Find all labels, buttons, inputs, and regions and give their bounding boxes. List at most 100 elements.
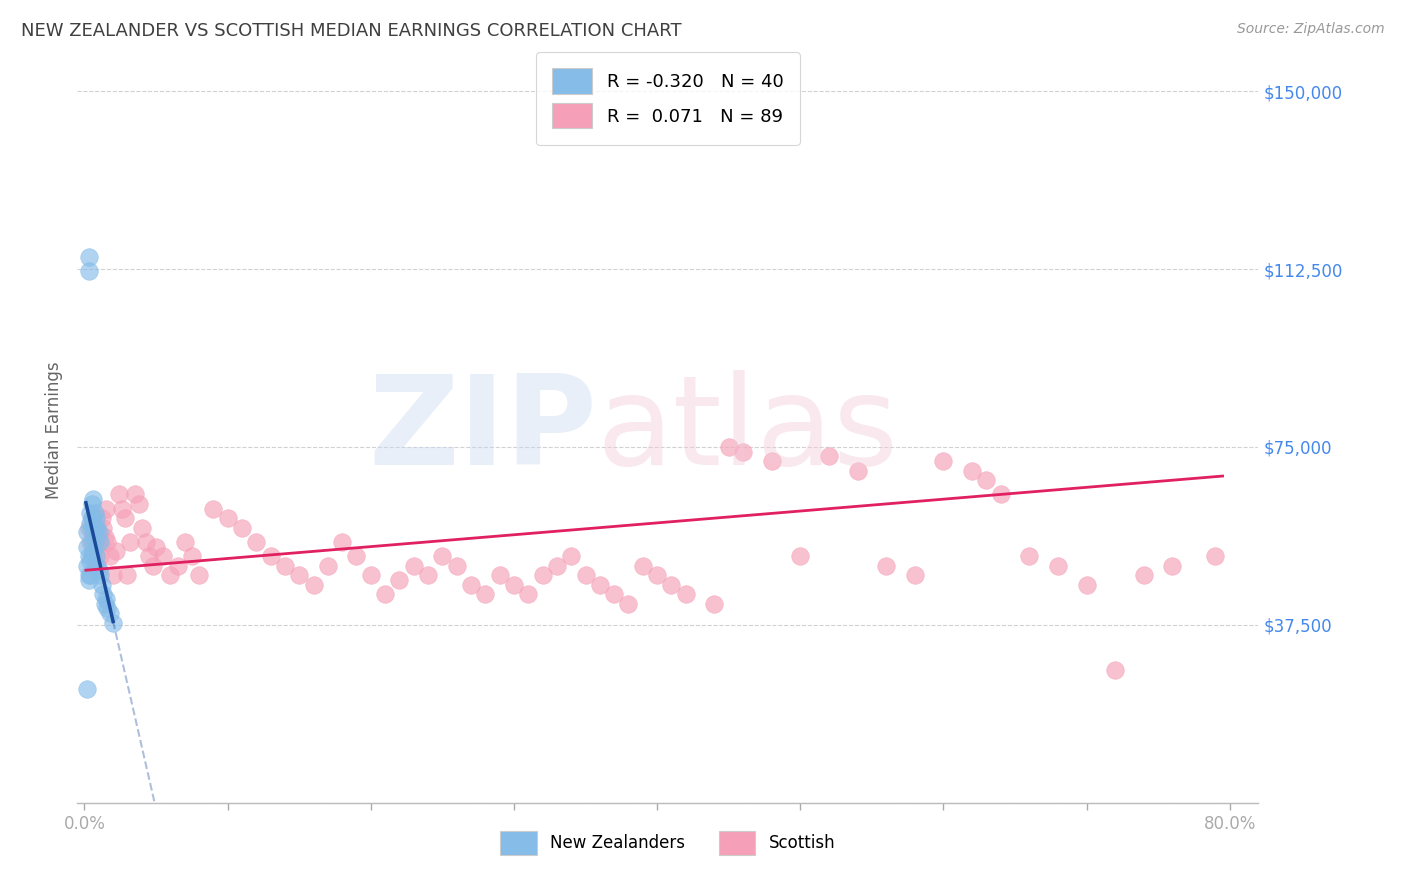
Point bbox=[960, 464, 983, 478]
Point bbox=[131, 521, 153, 535]
Point bbox=[114, 511, 136, 525]
Point bbox=[89, 568, 111, 582]
Point bbox=[517, 587, 540, 601]
Point bbox=[645, 568, 668, 582]
Point bbox=[87, 525, 110, 540]
Point bbox=[631, 558, 654, 573]
Point bbox=[166, 558, 188, 573]
Point bbox=[1076, 577, 1098, 591]
Point bbox=[80, 511, 103, 525]
Point bbox=[82, 525, 104, 540]
Point bbox=[245, 534, 267, 549]
Point bbox=[432, 549, 454, 563]
Point bbox=[96, 534, 118, 549]
Point bbox=[202, 501, 225, 516]
Point bbox=[589, 577, 612, 591]
Point bbox=[603, 587, 626, 601]
Point bbox=[346, 549, 368, 563]
Point bbox=[661, 577, 683, 591]
Point bbox=[77, 568, 100, 582]
Point bbox=[111, 501, 134, 516]
Text: ZIP: ZIP bbox=[368, 370, 598, 491]
Point bbox=[87, 534, 110, 549]
Point bbox=[128, 497, 150, 511]
Point bbox=[904, 568, 927, 582]
Point bbox=[83, 507, 105, 521]
Point bbox=[77, 250, 100, 264]
Point bbox=[932, 454, 955, 468]
Point bbox=[101, 568, 124, 582]
Point bbox=[560, 549, 582, 563]
Point bbox=[80, 549, 103, 563]
Point bbox=[76, 525, 98, 540]
Point bbox=[818, 450, 841, 464]
Point bbox=[90, 577, 112, 591]
Text: NEW ZEALANDER VS SCOTTISH MEDIAN EARNINGS CORRELATION CHART: NEW ZEALANDER VS SCOTTISH MEDIAN EARNING… bbox=[21, 22, 682, 40]
Point bbox=[875, 558, 897, 573]
Point bbox=[460, 577, 482, 591]
Point bbox=[93, 530, 115, 544]
Point bbox=[83, 521, 105, 535]
Point bbox=[135, 534, 157, 549]
Point bbox=[91, 587, 114, 601]
Point bbox=[96, 601, 118, 615]
Point bbox=[142, 558, 165, 573]
Point bbox=[80, 511, 103, 525]
Point bbox=[84, 540, 107, 554]
Point bbox=[731, 444, 754, 458]
Point bbox=[108, 487, 131, 501]
Point bbox=[503, 577, 526, 591]
Point bbox=[173, 534, 195, 549]
Point bbox=[1104, 663, 1126, 677]
Text: Source: ZipAtlas.com: Source: ZipAtlas.com bbox=[1237, 22, 1385, 37]
Point bbox=[330, 534, 353, 549]
Point bbox=[77, 521, 100, 535]
Point bbox=[104, 544, 127, 558]
Point bbox=[446, 558, 468, 573]
Point bbox=[76, 540, 98, 554]
Point bbox=[76, 681, 98, 696]
Point bbox=[1046, 558, 1069, 573]
Point bbox=[94, 591, 117, 606]
Point bbox=[302, 577, 325, 591]
Text: atlas: atlas bbox=[598, 370, 898, 491]
Point bbox=[990, 487, 1012, 501]
Point bbox=[117, 568, 139, 582]
Point bbox=[79, 554, 101, 568]
Point bbox=[259, 549, 281, 563]
Point bbox=[86, 525, 108, 540]
Point bbox=[120, 534, 142, 549]
Point bbox=[316, 558, 339, 573]
Point bbox=[402, 558, 425, 573]
Point bbox=[84, 511, 107, 525]
Point bbox=[89, 549, 111, 563]
Point bbox=[474, 587, 496, 601]
Point bbox=[82, 516, 104, 530]
Point bbox=[124, 487, 146, 501]
Point bbox=[101, 615, 124, 630]
Point bbox=[87, 563, 110, 577]
Point bbox=[188, 568, 211, 582]
Point bbox=[360, 568, 382, 582]
Point bbox=[274, 558, 297, 573]
Point bbox=[77, 264, 100, 278]
Point bbox=[617, 597, 640, 611]
Point bbox=[1161, 558, 1184, 573]
Point bbox=[488, 568, 510, 582]
Y-axis label: Median Earnings: Median Earnings bbox=[45, 361, 63, 500]
Point bbox=[180, 549, 202, 563]
Point bbox=[79, 516, 101, 530]
Point bbox=[574, 568, 596, 582]
Point bbox=[80, 497, 103, 511]
Point bbox=[976, 473, 998, 487]
Point bbox=[77, 573, 100, 587]
Point bbox=[84, 549, 107, 563]
Point bbox=[82, 492, 104, 507]
Point bbox=[98, 606, 121, 620]
Point bbox=[94, 501, 117, 516]
Point bbox=[83, 558, 105, 573]
Point bbox=[80, 521, 103, 535]
Point bbox=[91, 521, 114, 535]
Point bbox=[145, 540, 167, 554]
Point bbox=[82, 549, 104, 563]
